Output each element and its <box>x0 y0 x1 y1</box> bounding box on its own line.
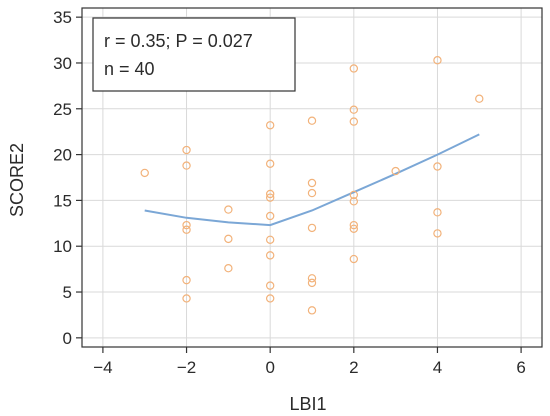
data-point <box>349 254 359 264</box>
fit-line-layer <box>144 133 480 227</box>
data-point <box>182 145 191 155</box>
stats-sample-size: n = 40 <box>104 59 155 79</box>
data-point <box>182 161 191 170</box>
data-point <box>265 193 275 202</box>
data-point <box>265 159 275 168</box>
data-point <box>307 178 317 188</box>
data-point <box>349 220 359 230</box>
x-tick-label: 4 <box>433 358 442 377</box>
data-point <box>391 166 400 176</box>
data-points <box>140 56 484 315</box>
y-tick-label: 30 <box>53 54 72 73</box>
data-point <box>265 294 275 303</box>
x-axis-label: LBI1 <box>289 394 326 414</box>
y-tick-label: 35 <box>53 8 72 27</box>
data-point <box>224 234 233 244</box>
data-point <box>265 235 275 245</box>
data-point <box>433 56 442 65</box>
data-point <box>349 105 359 114</box>
axes <box>76 7 543 353</box>
data-point <box>182 275 191 285</box>
data-point <box>475 94 484 103</box>
data-point <box>182 294 191 303</box>
stats-annotation: r = 0.35; P = 0.027 n = 40 <box>92 17 296 92</box>
data-point <box>265 211 275 221</box>
data-point <box>307 306 317 315</box>
y-tick-label: 25 <box>53 100 72 119</box>
data-point <box>433 162 442 171</box>
y-axis-label: SCORE2 <box>7 143 27 217</box>
data-point <box>224 264 233 273</box>
data-point <box>265 121 275 130</box>
data-point <box>349 64 359 73</box>
data-point <box>349 117 359 126</box>
data-point <box>307 116 317 125</box>
x-tick-label: 6 <box>516 358 525 377</box>
data-point <box>265 251 275 260</box>
y-tick-label: 20 <box>53 146 72 165</box>
y-tick-label: 15 <box>53 191 72 210</box>
data-point <box>140 168 149 178</box>
data-point <box>307 188 317 198</box>
data-point <box>265 281 275 290</box>
data-point <box>307 274 317 283</box>
data-point <box>307 278 317 288</box>
y-tick-label: 0 <box>63 329 72 348</box>
data-point <box>265 189 275 199</box>
data-point <box>349 197 359 206</box>
plot-frame <box>81 7 543 348</box>
data-point <box>182 220 191 230</box>
data-point <box>182 225 191 234</box>
fit-line <box>144 133 480 227</box>
x-tick-label: 0 <box>265 358 274 377</box>
data-point <box>307 223 317 233</box>
y-tick-label: 10 <box>53 237 72 256</box>
tick-labels: 0 5 10 15 20 25 30 35 −4 −2 0 2 4 6 <box>53 8 526 377</box>
data-point <box>433 208 442 217</box>
x-tick-label: 2 <box>349 358 358 377</box>
stats-correlation: r = 0.35; P = 0.027 <box>104 31 253 51</box>
data-point <box>224 205 233 214</box>
data-point <box>349 224 359 234</box>
data-point <box>349 190 359 200</box>
stats-box <box>92 17 296 92</box>
data-point <box>433 229 442 238</box>
y-tick-label: 5 <box>63 283 72 302</box>
x-tick-label: −4 <box>93 358 112 377</box>
x-tick-label: −2 <box>177 358 196 377</box>
